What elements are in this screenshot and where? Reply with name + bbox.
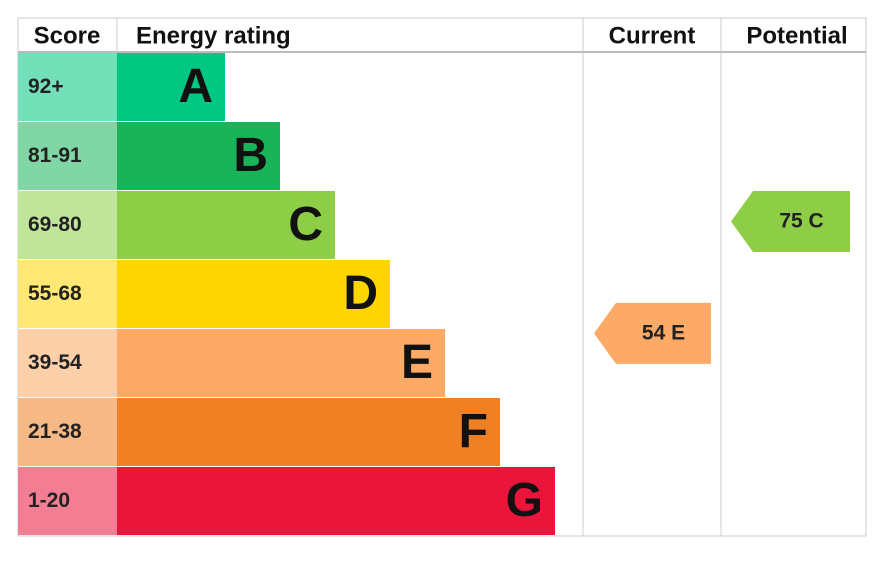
band-letter: G: [506, 474, 543, 527]
score-cell: [18, 467, 117, 535]
band-bar: [117, 329, 445, 397]
score-cell: [18, 260, 117, 328]
score-cell-tint: [18, 467, 117, 535]
header-score: Score: [34, 22, 101, 49]
band-letter: C: [288, 198, 323, 251]
score-label: 39-54: [28, 351, 82, 374]
band-bar: [117, 53, 225, 121]
score-label: 69-80: [28, 213, 82, 236]
band-letter: B: [233, 129, 268, 182]
band-letter: A: [178, 60, 213, 113]
header-energy: Energy rating: [136, 22, 291, 49]
score-cell: [18, 53, 117, 121]
current-score: 54: [642, 321, 666, 344]
potential-score: 75: [779, 209, 803, 232]
score-cell-tint: [18, 260, 117, 328]
potential-label: 75 C: [779, 209, 823, 232]
band-letter: E: [401, 336, 433, 389]
score-cell-tint: [18, 329, 117, 397]
score-cell-tint: [18, 191, 117, 259]
band-bar: [117, 122, 280, 190]
band-bar: [117, 191, 335, 259]
band-bar: [117, 467, 555, 535]
score-cell-tint: [18, 53, 117, 121]
score-cell-tint: [18, 122, 117, 190]
score-cell-tint: [18, 398, 117, 466]
band-bar: [117, 398, 500, 466]
header-current: Current: [609, 22, 696, 49]
score-label: 81-91: [28, 144, 82, 167]
current-label: 54 E: [642, 321, 685, 344]
header-potential: Potential: [746, 22, 847, 49]
current-letter: E: [671, 321, 685, 344]
current-arrow: [594, 302, 711, 364]
potential-arrow: [731, 191, 850, 252]
score-cell: [18, 329, 117, 397]
potential-letter: C: [809, 209, 824, 232]
score-label: 92+: [28, 75, 64, 98]
score-label: 21-38: [28, 420, 82, 443]
score-label: 1-20: [28, 489, 70, 512]
score-label: 55-68: [28, 282, 82, 305]
band-bar: [117, 260, 390, 328]
score-cell: [18, 398, 117, 466]
score-cell: [18, 191, 117, 259]
band-letter: D: [343, 267, 378, 320]
band-letter: F: [459, 405, 488, 458]
score-cell: [18, 122, 117, 190]
